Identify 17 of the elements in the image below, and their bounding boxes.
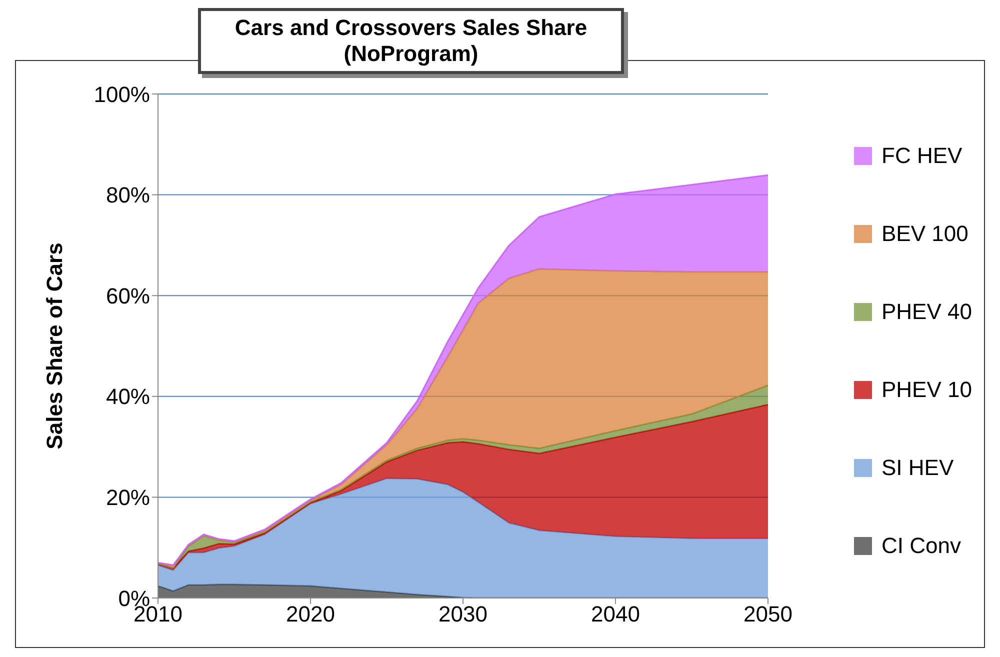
y-tick-label: 20% <box>106 485 150 510</box>
y-tick-label: 100% <box>94 82 150 107</box>
legend-label: SI HEV <box>882 455 954 481</box>
x-tick-label: 2020 <box>286 602 335 627</box>
legend-label: FC HEV <box>882 143 962 169</box>
x-tick-label: 2030 <box>438 602 488 627</box>
chart-title: Cars and Crossovers Sales Share (NoProgram) <box>234 15 588 67</box>
y-tick-label: 60% <box>106 283 150 308</box>
legend-label: PHEV 40 <box>882 299 972 325</box>
y-tick-label: 80% <box>106 182 150 208</box>
y-tick-label: 40% <box>106 384 150 410</box>
x-tick-label: 2040 <box>591 602 640 627</box>
legend-label: PHEV 10 <box>882 377 972 403</box>
legend-label: BEV 100 <box>882 221 968 247</box>
legend-label: CI Conv <box>882 533 961 559</box>
y-axis-title: Sales Share of Cars <box>42 242 67 450</box>
x-tick-label: 2050 <box>744 602 792 627</box>
